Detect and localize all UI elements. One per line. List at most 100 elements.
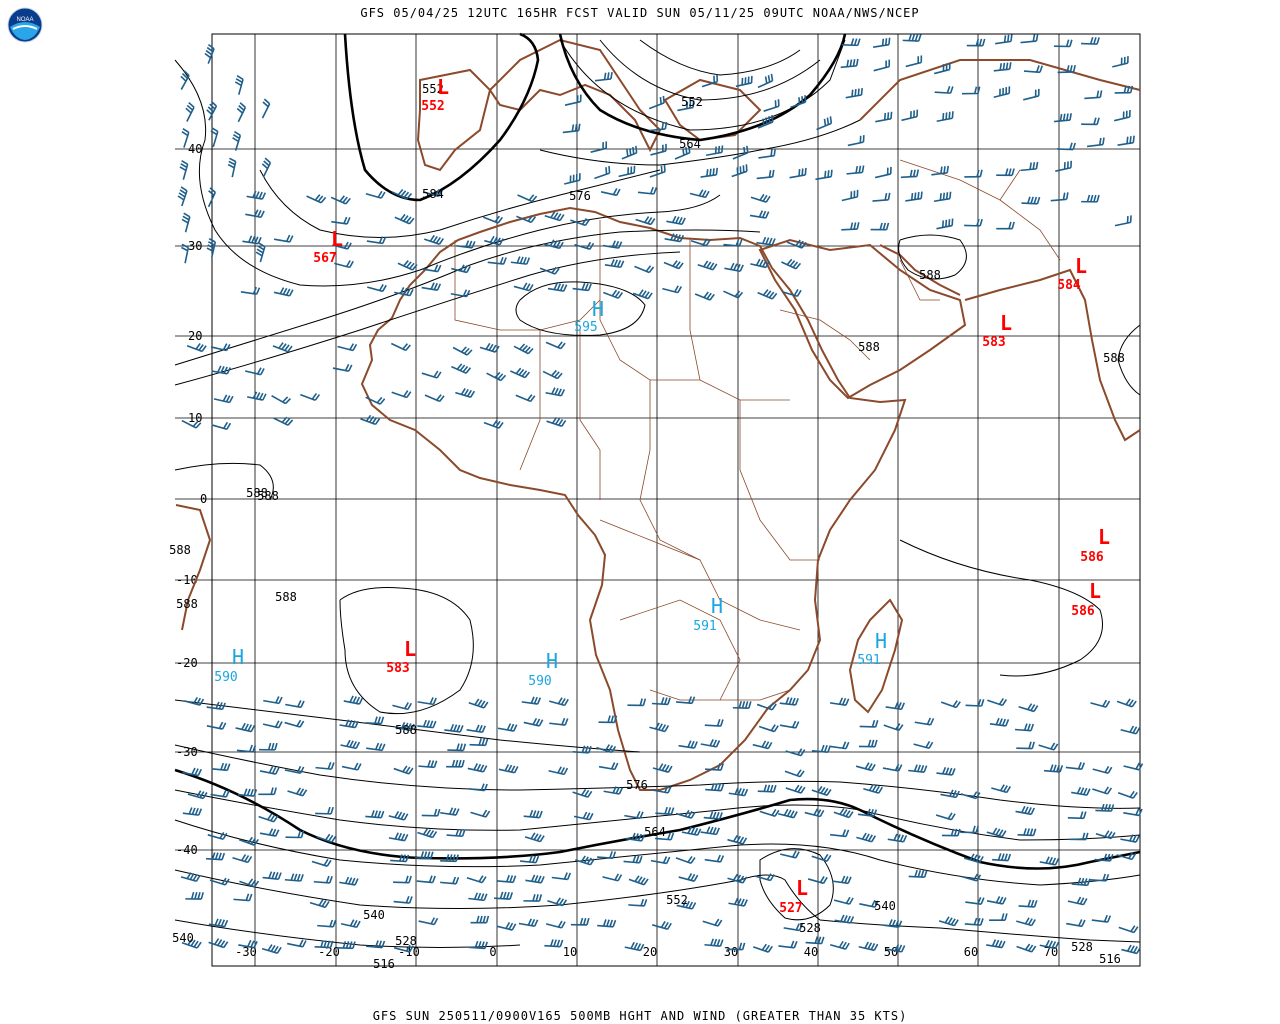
wind-barb [652,921,672,931]
lon-label: 50 [884,945,898,959]
wind-barb [1114,109,1131,122]
wind-barb [623,855,643,864]
wind-barb [987,698,1008,707]
wind-barb [549,697,569,707]
wind-barb [494,891,514,900]
wind-barb [340,739,361,750]
wind-barb [690,238,711,247]
wind-barb [1123,808,1143,817]
wind-barb [213,394,234,404]
wind-barb [285,700,305,709]
wind-barb [694,291,715,301]
wind-barb [285,830,305,839]
wind-barb [417,697,437,706]
wind-barb [872,192,891,202]
wind-barb [233,893,253,902]
wind-barb [1121,944,1142,955]
contour-label: 516 [1099,952,1121,966]
wind-barb [365,810,385,819]
wind-barb [1039,856,1060,866]
wind-barb [1023,88,1040,101]
wind-barb [700,739,721,748]
wind-barb [262,871,282,880]
wind-barb [544,211,565,222]
wind-barb [446,828,466,838]
wind-barb [309,899,330,909]
wind-barb [246,391,267,401]
wind-barb [1053,113,1072,123]
contour-label: 588 [275,590,297,604]
wind-barb [570,218,591,227]
wind-barb [815,169,833,181]
wind-barb [604,259,625,269]
wind-barb [781,288,802,298]
wind-barb [676,696,696,705]
wind-barb [1057,142,1077,151]
low-letter: L [404,637,416,661]
wind-barb [840,58,859,69]
wind-barb [1090,873,1110,882]
wind-barb [632,289,653,300]
wind-barb [365,190,386,199]
contour-label: 516 [373,957,395,971]
wind-barb [873,59,891,72]
contour-label: 588 [395,723,417,737]
wind-barb [857,808,878,817]
wind-barb [858,941,879,952]
wind-barb [316,833,337,843]
wind-barb [232,854,253,864]
wind-barb [964,169,983,178]
wind-barb [1092,786,1113,795]
balkans-coastline [663,78,762,142]
wind-barb [790,95,807,109]
wind-barb [901,109,919,122]
wind-barb [331,216,351,225]
wind-barb [545,341,566,350]
wind-barb [858,739,878,748]
wind-barb [697,260,718,271]
wind-barb [1023,65,1044,74]
wind-barb [872,37,891,49]
wind-barb [1044,764,1064,773]
lon-label: 0 [489,945,496,959]
high-value: 595 [574,320,597,335]
low-letter: L [1098,525,1110,549]
wind-barb [856,832,877,843]
lat-label: 30 [188,239,202,253]
wind-barb [525,874,545,884]
wind-barb [246,190,267,200]
wind-barb [727,873,748,884]
wind-barb [1116,698,1137,708]
chart-caption: GFS SUN 250511/0900V165 500MB HGHT AND W… [372,1009,908,1023]
wind-barb [989,717,1010,727]
wind-barb [727,834,748,845]
low-letter: L [1075,254,1087,278]
wind-barb [859,719,879,728]
wind-barb [238,939,258,949]
low-letter: L [796,876,808,900]
wind-barb [752,740,773,750]
wind-barb [330,195,351,205]
wind-barb [421,370,442,379]
wind-barb [1050,192,1069,202]
wind-barb [470,915,490,924]
wind-barb [395,721,415,732]
wind-barb [206,238,217,258]
lat-label: 40 [188,142,202,156]
wind-barb [547,282,568,292]
wind-barb [624,810,644,820]
wind-barb [902,33,922,42]
wind-barb [1039,939,1060,950]
wind-barb [1116,852,1137,861]
wind-barb [1018,703,1039,713]
wind-barb [1120,725,1141,735]
wind-barb [393,895,413,904]
wind-barb [339,876,359,886]
contour-label: 584 [422,187,444,201]
wind-barb [210,127,219,148]
wind-barb [934,86,954,94]
wind-barb [574,241,595,250]
wind-barb [754,873,775,882]
wind-barb [677,100,695,112]
wind-barb [625,832,646,842]
